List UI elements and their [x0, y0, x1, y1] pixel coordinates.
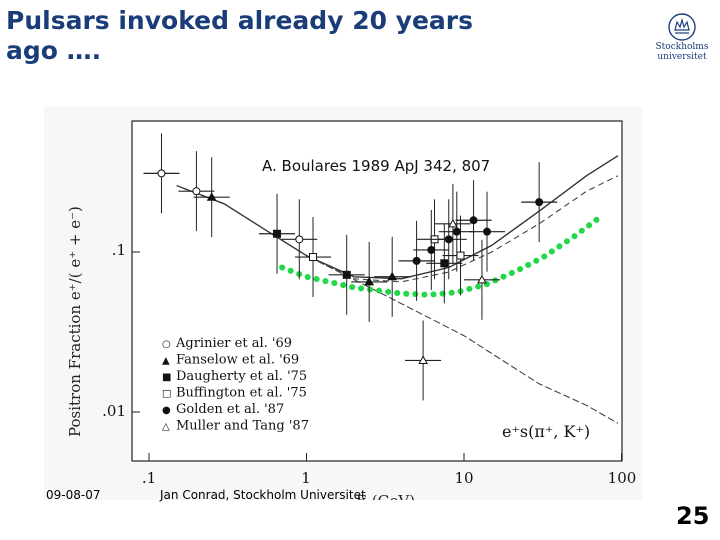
data-point: [342, 270, 351, 279]
legend-symbol: ●: [162, 405, 171, 416]
data-point: [192, 187, 201, 196]
x-tick-label-1: 1: [301, 469, 311, 487]
slide-title: Pulsars invoked already 20 years ago ….: [6, 6, 566, 66]
crown-emblem-icon: [668, 13, 696, 41]
data-point: [387, 271, 398, 281]
positron-fraction-chart: .1 1 10 100 .1 .01 E (GeV) Positron Frac…: [44, 107, 642, 500]
curve-highlight-dotted: [279, 216, 601, 298]
y-tick-labels: .1 .01: [102, 241, 126, 420]
page-number: 25: [676, 502, 710, 530]
chart-title: A. Boulares 1989 ApJ 342, 807: [262, 157, 490, 175]
legend-symbol: ■: [162, 372, 171, 383]
chart-legend: ○ Agrinier et al. '69 ▲ Fanselow et al. '69…: [162, 336, 309, 434]
data-point: [364, 276, 375, 286]
data-point: [427, 245, 436, 254]
x-tick-label-0.1: .1: [142, 469, 156, 487]
data-point: [477, 274, 487, 284]
y-tick-label-0.1: .1: [112, 241, 126, 259]
legend-symbol: □: [162, 389, 171, 400]
legend-symbol: △: [162, 422, 170, 433]
legend-symbol: ○: [162, 339, 171, 350]
data-point: [157, 169, 166, 178]
legend-label: Buffington et al. '75: [176, 386, 307, 401]
curve-secondary-falling: [223, 203, 619, 424]
model-curves: [176, 155, 619, 424]
footer-date: 09-08-07: [46, 488, 101, 502]
legend-label: Daugherty et al. '75: [176, 369, 307, 384]
data-point: [444, 235, 453, 244]
x-axis-label: E (GeV): [356, 492, 415, 500]
legend-label: Muller and Tang '87: [176, 419, 309, 434]
data-point: [273, 229, 282, 238]
x-tick-label-100: 100: [608, 469, 637, 487]
curve-label: e⁺s(π⁺, K⁺): [502, 422, 590, 441]
university-logo: Stockholms universitet: [652, 12, 712, 68]
logo-line2: universitet: [657, 52, 707, 62]
data-point: [535, 198, 544, 207]
logo-text: Stockholms universitet: [652, 42, 712, 62]
data-point: [295, 235, 304, 244]
y-tick-label-0.01: .01: [102, 402, 126, 420]
data-point: [206, 192, 217, 201]
y-axis-label: Positron Fraction e⁺/( e⁺ + e⁻): [66, 206, 84, 437]
positron-fraction-figure: .1 1 10 100 .1 .01 E (GeV) Positron Frac…: [44, 107, 642, 500]
data-point: [469, 216, 478, 225]
data-points: [143, 133, 558, 401]
footer-author: Jan Conrad, Stockholm Universitet: [160, 488, 366, 502]
axis-tick-marks: [132, 251, 622, 461]
data-point: [456, 251, 465, 260]
data-point: [440, 259, 449, 268]
x-tick-label-10: 10: [454, 469, 473, 487]
logo-line1: Stockholms: [655, 42, 709, 52]
legend-label: Golden et al. '87: [176, 402, 284, 417]
x-tick-labels: .1 1 10 100: [142, 469, 636, 487]
legend-label: Fanselow et al. '69: [176, 353, 299, 368]
data-point: [418, 355, 428, 364]
data-point: [452, 227, 461, 236]
legend-symbol: ▲: [162, 356, 170, 367]
legend-label: Agrinier et al. '69: [175, 336, 292, 351]
data-point: [448, 218, 458, 228]
slide-title-line2: ago ….: [6, 36, 102, 65]
data-point: [309, 253, 318, 262]
slide-title-line1: Pulsars invoked already 20 years: [6, 6, 474, 35]
data-point: [412, 256, 421, 265]
data-point: [483, 227, 492, 236]
curve-model-solid: [176, 155, 619, 280]
